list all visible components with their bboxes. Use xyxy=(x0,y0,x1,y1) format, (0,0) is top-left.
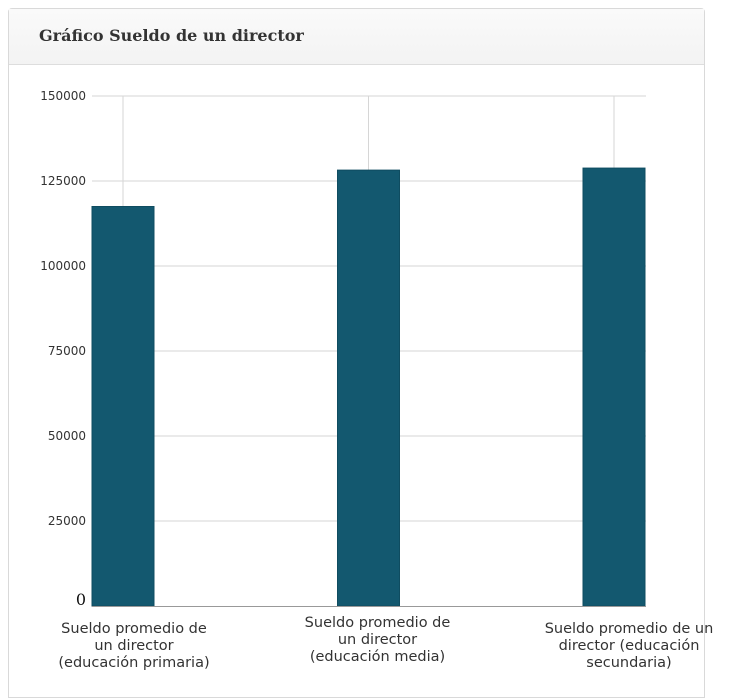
bar xyxy=(91,206,155,607)
y-tick-label: 0 xyxy=(76,590,86,609)
bar xyxy=(582,167,646,607)
y-tick-label: 125000 xyxy=(40,174,86,188)
x-tick-label: Sueldo promedio de xyxy=(61,621,207,637)
y-tick-label: 25000 xyxy=(48,514,86,528)
bar xyxy=(337,169,400,607)
x-tick-label: (educación media) xyxy=(310,649,445,665)
x-tick-label: secundaria) xyxy=(586,655,671,671)
panel-title: Gráfico Sueldo de un director xyxy=(39,26,304,45)
x-tick-label: (educación primaria) xyxy=(58,655,209,671)
x-tick-label: un director xyxy=(338,632,417,648)
y-tick-label: 150000 xyxy=(40,89,86,103)
y-tick-label: 100000 xyxy=(40,259,86,273)
x-tick-label: Sueldo promedio de un xyxy=(545,621,714,637)
x-tick-label: un director xyxy=(94,638,173,654)
y-tick-label: 75000 xyxy=(48,344,86,358)
x-tick-label: director (educación xyxy=(559,638,700,654)
panel-header: Gráfico Sueldo de un director xyxy=(9,9,704,65)
y-tick-label: 50000 xyxy=(48,429,86,443)
x-tick-label: Sueldo promedio de xyxy=(305,615,451,631)
